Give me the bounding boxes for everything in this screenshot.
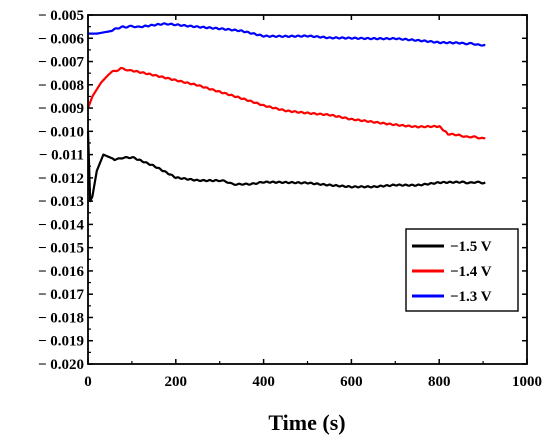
- x-tick-label: 800: [428, 374, 451, 390]
- y-tick-label: − 0.006: [38, 31, 85, 47]
- y-tick-label: − 0.013: [38, 194, 84, 210]
- y-tick-label: − 0.020: [38, 357, 84, 373]
- y-tick-label: − 0.011: [39, 148, 84, 164]
- legend-label: −1.5 V: [450, 239, 492, 255]
- x-tick-label: 400: [252, 374, 275, 390]
- y-tick-label: − 0.014: [38, 217, 85, 233]
- x-axis-title: Time (s): [268, 410, 345, 435]
- y-axis: − 0.005 − 0.006 − 0.007 − 0.008 − 0.009 − 0.0…: [38, 8, 527, 373]
- y-tick-label: − 0.005: [38, 8, 84, 24]
- x-tick-label: 600: [340, 374, 363, 390]
- x-tick-label: 200: [165, 374, 188, 390]
- y-tick-label: − 0.012: [38, 171, 84, 187]
- series-line-3: [88, 22, 486, 47]
- y-tick-label: − 0.010: [38, 124, 84, 140]
- y-tick-label: − 0.009: [38, 101, 84, 117]
- x-axis: 0 200 400 600 800 1000: [84, 15, 542, 390]
- y-tick-label: − 0.017: [38, 287, 85, 303]
- y-tick-label: − 0.008: [38, 78, 84, 94]
- legend-label: −1.3 V: [450, 289, 492, 305]
- x-tick-label: 0: [84, 374, 92, 390]
- legend-label: −1.4 V: [450, 264, 492, 280]
- series-line-2: [86, 66, 486, 140]
- y-tick-label: − 0.016: [38, 264, 85, 280]
- y-tick-label: − 0.018: [38, 310, 84, 326]
- y-tick-label: − 0.015: [38, 241, 84, 257]
- legend: −1.5 V −1.4 V −1.3 V: [405, 228, 519, 312]
- y-tick-label: − 0.007: [38, 55, 85, 71]
- series-layer: [86, 22, 486, 203]
- y-tick-label: − 0.019: [38, 334, 84, 350]
- series-line-1: [86, 131, 486, 203]
- x-tick-label: 1000: [512, 374, 542, 390]
